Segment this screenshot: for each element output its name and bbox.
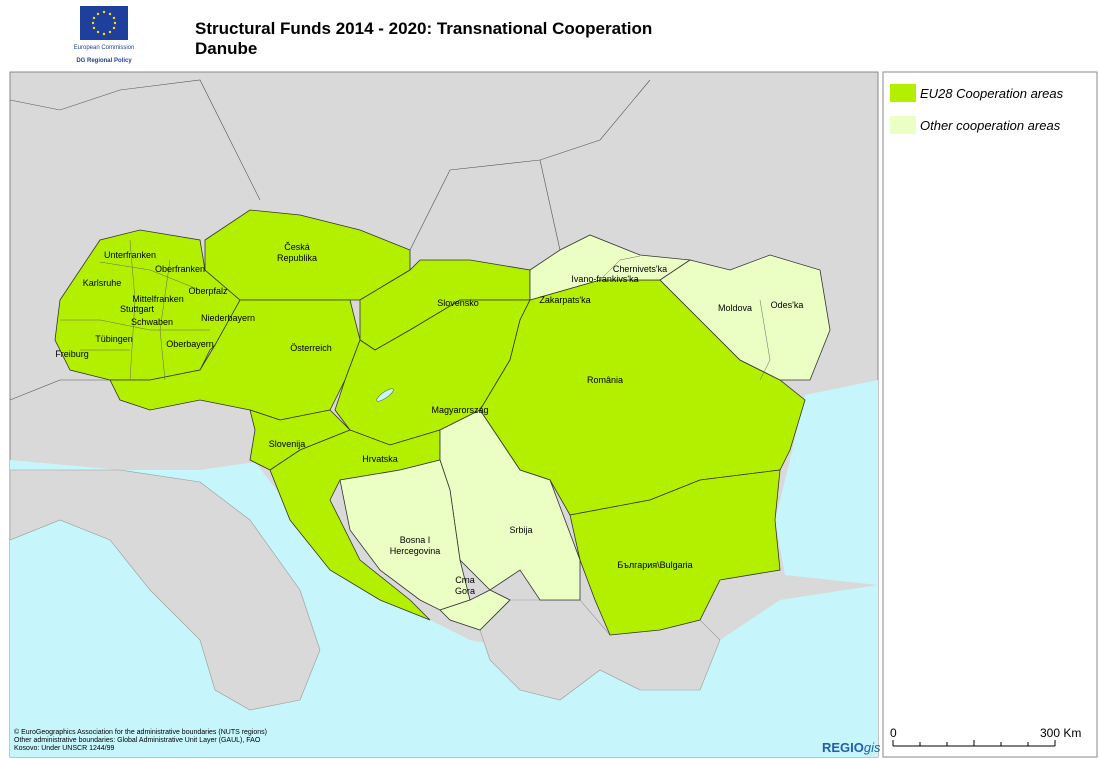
legend-frame bbox=[883, 72, 1097, 757]
region-label: Österreich bbox=[290, 343, 332, 353]
credit: © EuroGeographics Association for the ad… bbox=[14, 728, 267, 736]
region-label-line: Gora bbox=[455, 586, 475, 596]
credit: Kosovo: Under UNSCR 1244/99 bbox=[14, 745, 114, 752]
region-label-line: Hercegovina bbox=[390, 546, 441, 556]
region-label: Oberfranken bbox=[155, 264, 205, 274]
brand-prefix: REGIO bbox=[822, 740, 864, 755]
map: Unterfranken Oberfranken Karlsruhe Mitte… bbox=[10, 72, 881, 757]
region-label: Slovensko bbox=[437, 298, 479, 308]
region-label: Niederbayern bbox=[201, 313, 255, 323]
region-label: Mittelfranken bbox=[132, 294, 184, 304]
region-label: Freiburg bbox=[55, 349, 89, 359]
region-label: Unterfranken bbox=[104, 250, 156, 260]
region-label: Magyarország bbox=[431, 405, 488, 415]
region-label: Chernivets'ka bbox=[613, 264, 667, 274]
region-label: Schwaben bbox=[131, 317, 173, 327]
title: Danube bbox=[195, 39, 257, 58]
region-label: Stuttgart bbox=[120, 304, 155, 314]
region-label: Odes'ka bbox=[771, 300, 804, 310]
page: European Commission DG Regional Policy S… bbox=[0, 0, 1099, 759]
region-label: Ivano-frankivs'ka bbox=[571, 274, 638, 284]
legend-swatch bbox=[890, 116, 916, 134]
department: DG Regional Policy bbox=[76, 58, 132, 64]
brand: REGIOgis bbox=[822, 740, 881, 755]
logo: European Commission DG Regional Policy bbox=[74, 6, 135, 64]
region-label-line: Bosna I bbox=[400, 535, 431, 545]
region-label: Oberbayern bbox=[166, 339, 214, 349]
scale-end: 300 Km bbox=[1040, 726, 1081, 740]
region-label: Zakarpats'ka bbox=[539, 295, 590, 305]
credit: Other administrative boundaries: Global … bbox=[14, 737, 261, 744]
legend-label: EU28 Cooperation areas bbox=[920, 86, 1064, 101]
region-label: Moldova bbox=[718, 303, 752, 313]
title: Structural Funds 2014 - 2020: Transnatio… bbox=[195, 19, 652, 38]
scale-start: 0 bbox=[890, 726, 897, 740]
region-label: Oberpfalz bbox=[188, 286, 228, 296]
region-label: Srbija bbox=[509, 525, 532, 535]
region-label: България\Bulgaria bbox=[617, 560, 692, 570]
region-label-line: Republika bbox=[277, 253, 317, 263]
region-label: Slovenija bbox=[269, 439, 306, 449]
brand-suffix: gis bbox=[864, 740, 881, 755]
region-label: România bbox=[587, 375, 623, 385]
region-label-line: Česká bbox=[284, 242, 310, 252]
region-label: Hrvatska bbox=[362, 454, 398, 464]
legend-swatch bbox=[890, 84, 916, 102]
region-label: Tübingen bbox=[95, 334, 133, 344]
legend-label: Other cooperation areas bbox=[920, 118, 1061, 133]
organization: European Commission bbox=[74, 45, 135, 51]
region-label-line: Crna bbox=[455, 575, 475, 585]
legend: EU28 Cooperation areas Other cooperation… bbox=[883, 72, 1097, 757]
region-label: Karlsruhe bbox=[83, 278, 122, 288]
